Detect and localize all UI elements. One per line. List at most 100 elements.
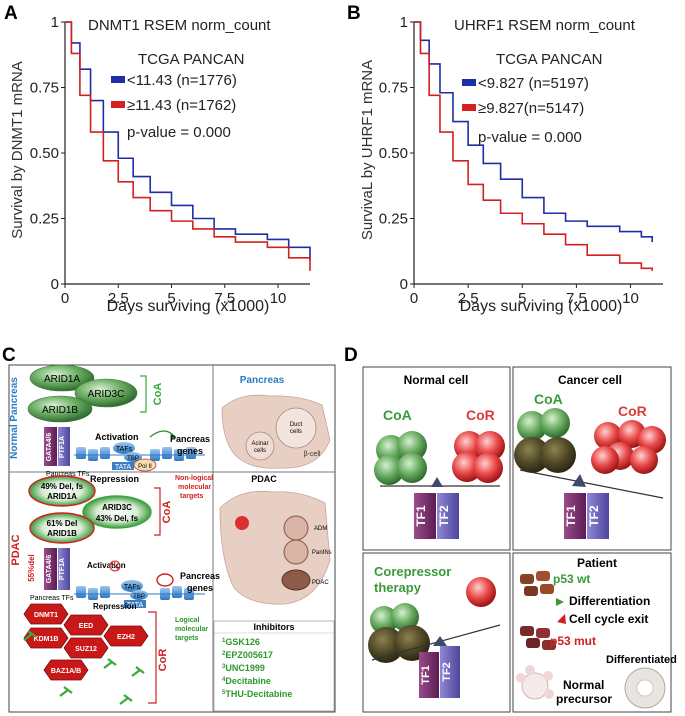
block-icon — [109, 560, 121, 572]
pancreas-genes-pdac-1: Pancreas — [180, 571, 220, 581]
pancreas-tfs-pdac-label: Pancreas TFs — [30, 595, 74, 602]
activation-label: Activation — [95, 432, 139, 442]
chart-title: DNMT1 RSEM norm_count — [88, 17, 271, 34]
inhibitor-t-bar-icon — [119, 697, 129, 705]
repression-label: Repression — [90, 474, 139, 484]
pdac-title: PDAC — [251, 474, 277, 484]
normal-coa-cluster — [374, 431, 427, 485]
activation-pdac-label: Activation — [87, 561, 126, 570]
inhibitor-t-bar-icon — [135, 666, 145, 674]
inhibitor-t-bar-icon — [23, 633, 33, 641]
tbp-pdac-label: TBP — [133, 594, 145, 600]
x-tick-label: 0 — [410, 290, 418, 307]
legend-high: ≥9.827(n=5147) — [478, 100, 584, 117]
tata-box — [112, 462, 134, 470]
therapy-fulcrum — [433, 636, 447, 646]
therapy-label-1: Corepressor — [374, 564, 451, 579]
logical-label-1: Logical — [175, 617, 200, 624]
survival-curve-high — [414, 21, 653, 271]
cell-cycle-arrow — [557, 614, 566, 624]
cor-protein-label: EED — [79, 623, 93, 630]
acinar-label-1: Acinar — [251, 441, 268, 447]
pancreas-title: Pancreas — [240, 375, 285, 386]
pancreas-genes-pdac-2: genes — [187, 583, 213, 593]
chart-uhrf1-survival: B SurvivaL by UHRF1 mRNA Days surviving … — [347, 3, 663, 315]
tata-pdac-box — [124, 600, 146, 608]
differentiated-label: Differentiated — [606, 654, 677, 666]
legend-low: <11.43 (n=1776) — [127, 72, 237, 89]
arid3c-label: ARID3C — [88, 389, 125, 400]
coa-pdac-bracket — [154, 487, 161, 536]
inhibitor-t-bar-icon — [107, 658, 117, 666]
y-tick-label: 0.50 — [379, 145, 408, 162]
normal-tf2-label: TF2 — [437, 505, 451, 527]
y-tick-label: 0.50 — [30, 145, 59, 162]
cancer-balance-beam — [519, 469, 664, 499]
inhibitor-t-bar-icon — [131, 669, 141, 677]
normal-cell-title: Normal cell — [404, 373, 469, 387]
beta-cell-label: β-cell — [304, 451, 321, 458]
activation-arrow — [149, 430, 176, 438]
p-value: p-value = 0.000 — [478, 129, 582, 146]
tafs-pdac-blob — [121, 580, 143, 592]
x-tick-label: 0 — [61, 290, 69, 307]
cancer-coa-label: CoA — [534, 391, 563, 407]
cor-protein-label: EZH2 — [117, 634, 135, 641]
panins-circle — [283, 539, 309, 565]
normal-coa-label: CoA — [383, 407, 412, 423]
survival-curve-low — [65, 21, 311, 261]
normal-cor-label: CoR — [466, 407, 495, 423]
pdac-side-label: PDAC — [10, 534, 22, 565]
legend-swatch-high — [111, 101, 125, 108]
tafs-blob — [113, 442, 135, 454]
x-tick-label: 2.5 — [458, 290, 479, 307]
y-tick-label: 0.75 — [30, 80, 59, 97]
inhibitors-box — [213, 620, 335, 712]
ptf1a-pdac-bar — [58, 548, 70, 590]
x-tick-label: 5 — [167, 290, 175, 307]
tata-label: TATA — [115, 464, 132, 471]
y-tick-label: 0 — [400, 276, 408, 293]
p-value: p-value = 0.000 — [127, 124, 231, 141]
acinar-label-2: cells — [254, 448, 266, 454]
arid3c-pdac-label: ARID3C — [102, 503, 132, 512]
pdac-illus-label: PDAC — [312, 580, 329, 586]
arid3c-blob — [74, 378, 138, 408]
x-tick-label: 10 — [270, 290, 287, 307]
pol2-label: Pol II — [138, 464, 152, 470]
arid3c-pdac-blob — [82, 495, 152, 529]
tbp-label: TBP — [127, 456, 139, 462]
panel-label-c: C — [2, 345, 16, 366]
cor-bracket — [148, 611, 157, 704]
precursor-lumen — [636, 679, 654, 697]
logical-label-3: targets — [175, 635, 198, 642]
cancer-cell-title: Cancer cell — [558, 373, 622, 387]
chart-subtitle: TCGA PANCAN — [496, 51, 602, 68]
cell-cycle-exit-label: Cell cycle exit — [569, 612, 648, 626]
therapy-label-2: therapy — [374, 580, 422, 595]
inhibitors-list: 1GSK126 2EPZ005617 3UNC1999 4Decitabine 5THU… — [222, 637, 292, 699]
panel-c-diagram: C Normal Pancreas PDAC ARID1A ARID3C ARI… — [2, 345, 336, 713]
patient-title: Patient — [577, 556, 617, 570]
y-tick-label: 1 — [400, 14, 408, 31]
gata-bar — [44, 427, 57, 466]
cancer-coa-cluster — [514, 408, 576, 473]
cancer-fulcrum — [572, 474, 586, 487]
pancreas-genes-label-2: genes — [177, 446, 203, 456]
adm-label: ADM — [314, 526, 327, 532]
p53wt-label: p53 wt — [553, 572, 590, 586]
arid1a-pdac-del: 49% Del, fs — [41, 482, 84, 491]
cor-protein-cluster: DNMT1 EED KDM1B SUZ12 EZH2 BAZ1A/B — [23, 603, 149, 705]
normal-tf1 — [414, 493, 436, 539]
x-tick-label: 7.5 — [566, 290, 587, 307]
normal-pancreas-side-label: Normal Pancreas — [9, 377, 20, 459]
pancreas-genes-label-1: Pancreas — [170, 434, 210, 444]
y-axis-label: Survival by DNMT1 mRNA — [9, 61, 26, 239]
panel-label-a: A — [4, 3, 18, 24]
normal-cor-cluster — [452, 431, 505, 483]
nonlogical-label-1: Non-logical — [175, 475, 213, 482]
y-tick-label: 0.75 — [379, 80, 408, 97]
arid1b-label: ARID1B — [42, 405, 78, 416]
cancer-tf2-label: TF2 — [587, 505, 601, 527]
pol2-blob — [133, 458, 157, 472]
